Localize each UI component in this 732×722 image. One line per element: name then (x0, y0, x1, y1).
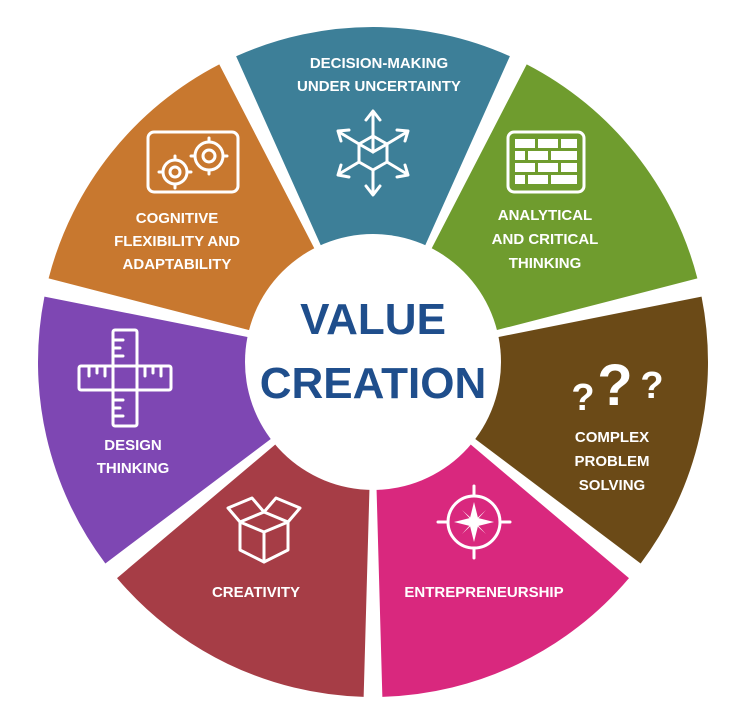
segment-labels: DECISION-MAKING UNDER UNCERTAINTY ANALYT… (97, 55, 650, 601)
segment-analytical (427, 64, 698, 333)
gears-icon (146, 130, 240, 194)
open-box-icon (226, 496, 302, 564)
segment-entrepreneurship (376, 438, 629, 697)
label-cognitive-line-1: COGNITIVE (136, 210, 219, 227)
label-complex-line-1: COMPLEX (575, 429, 649, 446)
question-marks-icon: ? ? ? (571, 353, 663, 419)
label-complex-line-3: SOLVING (579, 477, 645, 494)
brick-grid-icon (506, 130, 586, 194)
segment-cognitive (48, 64, 319, 333)
label-creativity: CREATIVITY (212, 584, 300, 601)
center-circle (245, 234, 501, 490)
label-analytical-line-3: THINKING (509, 255, 582, 272)
label-cognitive-line-3: ADAPTABILITY (123, 256, 232, 273)
center-title-line-2: CREATION (260, 359, 487, 408)
label-design-line-2: THINKING (97, 460, 170, 477)
label-entrepreneurship: ENTREPRENEURSHIP (404, 584, 563, 601)
label-decision-line-2: UNDER UNCERTAINTY (297, 78, 461, 95)
label-design-line-1: DESIGN (104, 437, 162, 454)
svg-text:?: ? (640, 365, 663, 407)
segment-creativity (117, 438, 370, 697)
label-cognitive-line-2: FLEXIBILITY AND (114, 233, 240, 250)
label-analytical-line-2: AND CRITICAL (492, 231, 599, 248)
segment-design (37, 296, 279, 564)
center-title-line-1: VALUE (300, 295, 446, 344)
svg-text:?: ? (571, 377, 594, 419)
svg-text:?: ? (597, 353, 632, 418)
label-complex-line-2: PROBLEM (575, 453, 650, 470)
arrows-cube-icon (336, 109, 410, 197)
label-analytical-line-1: ANALYTICAL (498, 207, 592, 224)
segment-complex (467, 296, 708, 564)
wedges (37, 26, 708, 697)
label-decision-line-1: DECISION-MAKING (310, 55, 448, 72)
compass-star-icon (436, 484, 512, 560)
ruler-cross-icon (77, 328, 173, 428)
